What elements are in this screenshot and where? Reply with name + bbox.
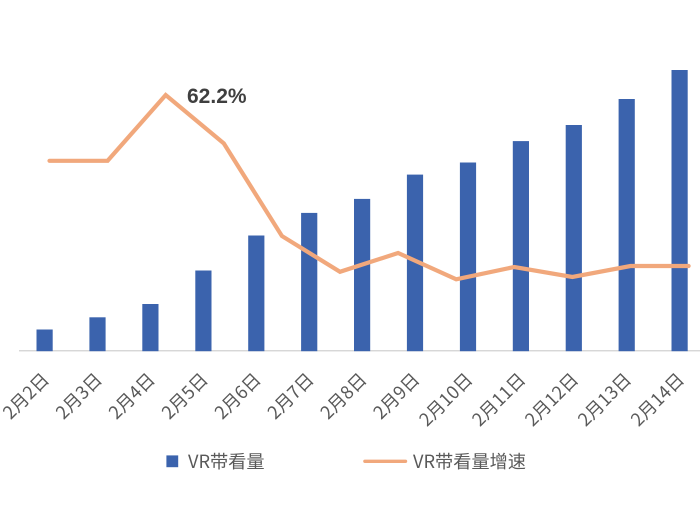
- svg-text:62.2%: 62.2%: [187, 85, 247, 108]
